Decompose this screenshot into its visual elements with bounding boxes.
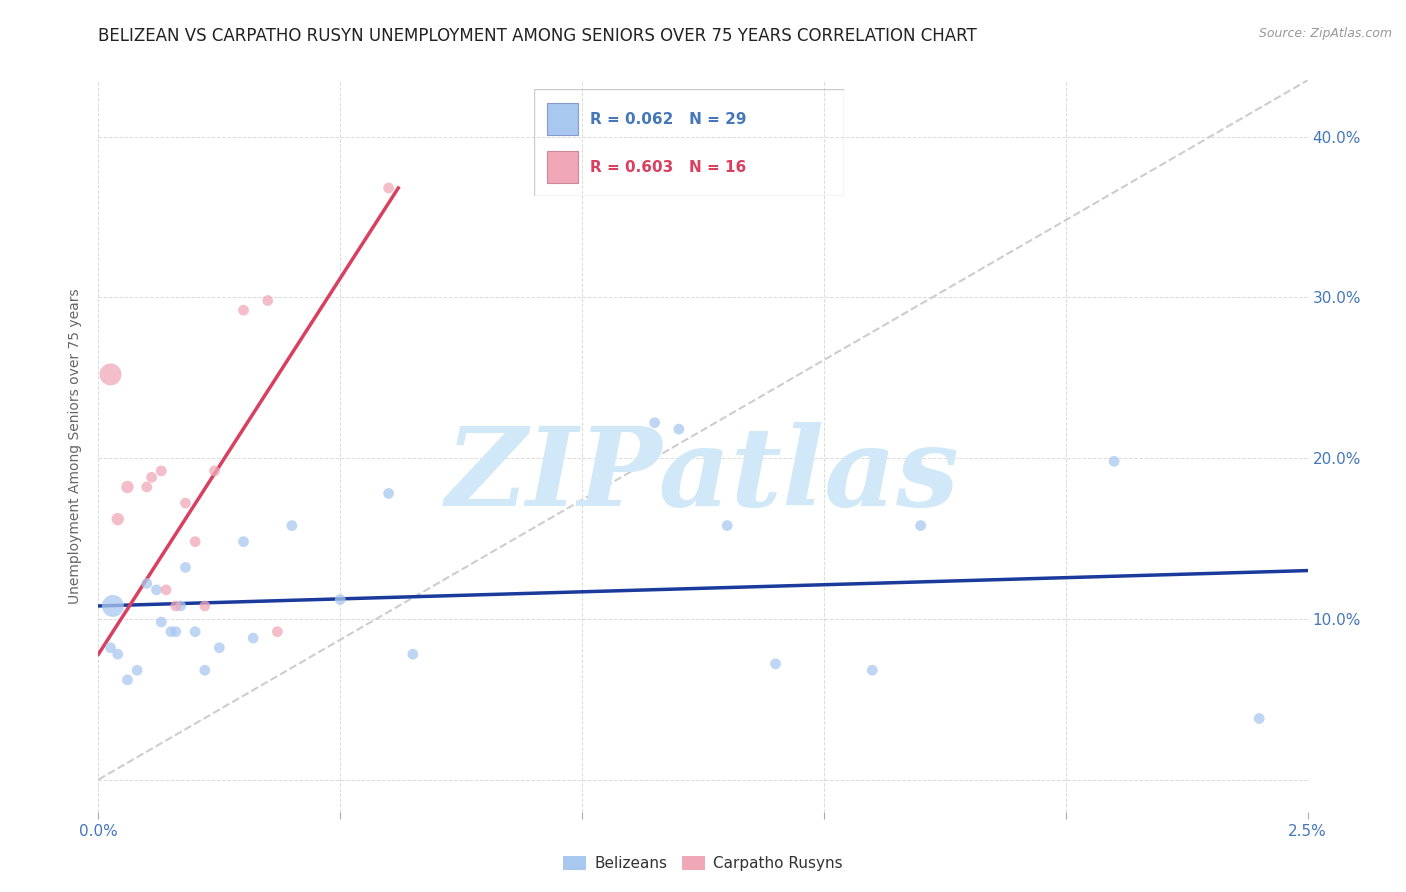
Point bbox=[117, 673, 139, 687]
Point bbox=[141, 470, 163, 484]
Point bbox=[232, 303, 254, 318]
Text: R = 0.603   N = 16: R = 0.603 N = 16 bbox=[591, 160, 747, 175]
Point bbox=[184, 534, 207, 549]
Point bbox=[165, 624, 187, 639]
Point bbox=[232, 534, 254, 549]
Point bbox=[150, 464, 173, 478]
Point bbox=[135, 576, 157, 591]
FancyBboxPatch shape bbox=[547, 152, 578, 184]
Point bbox=[135, 480, 157, 494]
FancyBboxPatch shape bbox=[547, 103, 578, 136]
Point bbox=[174, 496, 197, 510]
Text: R = 0.062   N = 29: R = 0.062 N = 29 bbox=[591, 112, 747, 127]
Point bbox=[377, 181, 399, 195]
Point bbox=[1249, 711, 1271, 725]
Point bbox=[174, 560, 197, 574]
Point bbox=[100, 368, 122, 382]
Point bbox=[194, 599, 217, 613]
Point bbox=[145, 582, 167, 597]
Point bbox=[910, 518, 932, 533]
Point bbox=[281, 518, 304, 533]
Point bbox=[668, 422, 690, 436]
Point bbox=[329, 592, 352, 607]
Point bbox=[256, 293, 278, 308]
Point bbox=[860, 663, 883, 677]
Point bbox=[127, 663, 149, 677]
Legend: Belizeans, Carpatho Rusyns: Belizeans, Carpatho Rusyns bbox=[557, 850, 849, 877]
Point bbox=[100, 640, 122, 655]
Text: Source: ZipAtlas.com: Source: ZipAtlas.com bbox=[1258, 27, 1392, 40]
Point bbox=[716, 518, 738, 533]
Point bbox=[117, 480, 139, 494]
Point bbox=[402, 647, 425, 661]
Point bbox=[644, 416, 666, 430]
Point bbox=[184, 624, 207, 639]
Point bbox=[765, 657, 787, 671]
Y-axis label: Unemployment Among Seniors over 75 years: Unemployment Among Seniors over 75 years bbox=[69, 288, 83, 604]
Point bbox=[204, 464, 226, 478]
Point bbox=[377, 486, 399, 500]
Point bbox=[107, 647, 129, 661]
Point bbox=[266, 624, 288, 639]
Point bbox=[169, 599, 191, 613]
Point bbox=[155, 582, 177, 597]
Text: ZIPatlas: ZIPatlas bbox=[446, 422, 960, 529]
Point bbox=[107, 512, 129, 526]
Point bbox=[160, 624, 183, 639]
Text: BELIZEAN VS CARPATHO RUSYN UNEMPLOYMENT AMONG SENIORS OVER 75 YEARS CORRELATION : BELIZEAN VS CARPATHO RUSYN UNEMPLOYMENT … bbox=[98, 27, 977, 45]
Point bbox=[1102, 454, 1125, 468]
Point bbox=[194, 663, 217, 677]
Point bbox=[165, 599, 187, 613]
Point bbox=[242, 631, 264, 645]
Point bbox=[150, 615, 173, 629]
Point bbox=[208, 640, 231, 655]
Point bbox=[101, 599, 124, 613]
